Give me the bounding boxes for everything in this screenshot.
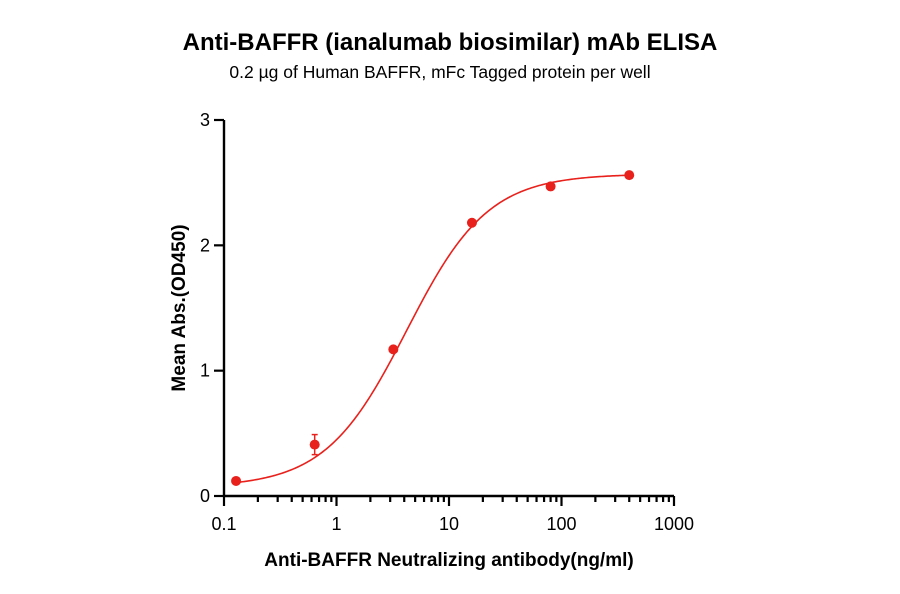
y-tick-label: 3 bbox=[200, 110, 210, 130]
chart-title: Anti-BAFFR (ianalumab biosimilar) mAb EL… bbox=[183, 29, 718, 56]
x-tick-label: 1000 bbox=[654, 514, 694, 534]
y-tick-label: 0 bbox=[200, 486, 210, 506]
x-axis-label: Anti-BAFFR Neutralizing antibody(ng/ml) bbox=[264, 550, 633, 571]
y-axis-label: Mean Abs.(OD450) bbox=[169, 224, 190, 391]
x-tick-label: 100 bbox=[546, 514, 576, 534]
data-point bbox=[309, 439, 320, 450]
data-point bbox=[231, 475, 242, 486]
x-tick-label: 1 bbox=[331, 514, 341, 534]
y-tick-label: 2 bbox=[200, 235, 210, 255]
chart-subtitle: 0.2 µg of Human BAFFR, mFc Tagged protei… bbox=[229, 62, 650, 82]
data-point bbox=[466, 217, 477, 228]
data-point bbox=[624, 170, 635, 181]
y-tick-label: 1 bbox=[200, 361, 210, 381]
fit-curve-layer bbox=[235, 174, 630, 484]
data-point bbox=[545, 181, 556, 192]
x-tick-label: 0.1 bbox=[211, 514, 236, 534]
fit-curve bbox=[235, 174, 630, 484]
x-tick-label: 10 bbox=[439, 514, 459, 534]
data-point bbox=[388, 344, 399, 355]
ticks: 0.1 1 10 100 1000 0 1 2 3 bbox=[200, 110, 694, 534]
points-layer bbox=[231, 170, 635, 486]
